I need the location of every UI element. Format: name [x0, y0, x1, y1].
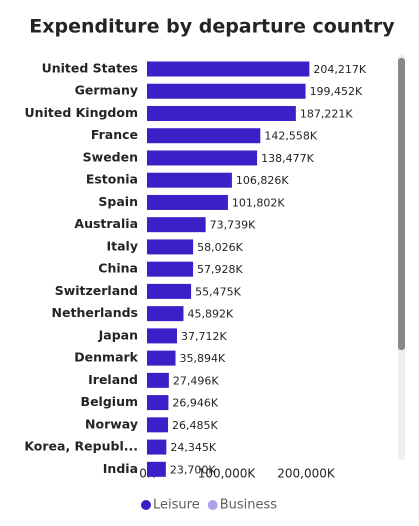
y-tick-label: United Kingdom: [25, 105, 138, 120]
y-tick-label: Japan: [98, 327, 138, 342]
bar: [147, 172, 232, 188]
scrollbar-thumb[interactable]: [398, 58, 405, 350]
y-tick-label: China: [98, 261, 138, 276]
y-tick-label: India: [103, 461, 138, 476]
data-label: 24,345K: [170, 441, 216, 454]
x-tick-label: 100,000K: [198, 467, 257, 481]
legend-marker: [207, 500, 218, 510]
bar: [147, 261, 194, 277]
y-tick-label: Ireland: [88, 372, 138, 387]
bar: [147, 439, 167, 455]
bar: [147, 61, 310, 77]
bar: [147, 350, 176, 366]
bar: [147, 283, 192, 299]
data-label: 37,712K: [181, 330, 227, 343]
data-label: 106,826K: [236, 174, 289, 187]
data-label: 142,558K: [264, 130, 317, 143]
y-tick-label: Australia: [74, 216, 138, 231]
y-tick-label: Norway: [85, 416, 138, 431]
bar: [147, 306, 184, 322]
y-tick-label: Italy: [107, 238, 139, 253]
data-label: 55,475K: [195, 285, 241, 298]
y-tick-label: Estonia: [86, 172, 138, 187]
y-tick-label: Korea, Republ...: [24, 439, 138, 454]
bar: [147, 328, 177, 344]
y-tick-label: United States: [42, 61, 138, 76]
bar: [147, 105, 296, 121]
y-tick-label: Switzerland: [55, 283, 138, 298]
bar: [147, 395, 169, 411]
y-tick-label: Denmark: [74, 350, 138, 365]
data-label: 57,928K: [197, 263, 243, 276]
bar: [147, 461, 166, 477]
data-label: 45,892K: [187, 308, 233, 321]
chart-title: Expenditure by departure country: [29, 16, 395, 38]
data-label: 26,946K: [172, 397, 218, 410]
y-tick-label: Germany: [75, 83, 138, 98]
y-tick-label: Netherlands: [52, 305, 138, 320]
bar: [147, 83, 306, 99]
legend-marker: [141, 500, 151, 510]
bar: [147, 217, 206, 233]
data-label: 204,217K: [313, 63, 366, 76]
y-tick-label: Spain: [98, 194, 138, 209]
x-tick-label: 200,000K: [277, 467, 336, 481]
y-tick-label: France: [91, 127, 138, 142]
y-tick-label: Sweden: [83, 149, 138, 164]
data-label: 187,221K: [300, 107, 353, 120]
data-label: 138,477K: [261, 152, 314, 165]
data-label: 199,452K: [310, 85, 363, 98]
data-label: 101,802K: [232, 196, 285, 209]
bar: [147, 239, 194, 255]
legend-label: Business: [220, 498, 278, 513]
data-label: 58,026K: [197, 241, 243, 254]
data-label: 23,700K: [170, 463, 216, 476]
bar: [147, 372, 169, 388]
bar: [147, 194, 228, 210]
y-tick-label: Belgium: [81, 394, 138, 409]
data-label: 35,894K: [180, 352, 226, 365]
data-label: 73,739K: [210, 219, 256, 232]
data-label: 26,485K: [172, 419, 218, 432]
data-label: 27,496K: [173, 374, 219, 387]
bar: [147, 417, 169, 433]
bar: [147, 150, 258, 166]
legend-label: Leisure: [153, 498, 200, 513]
bar: [147, 128, 261, 144]
